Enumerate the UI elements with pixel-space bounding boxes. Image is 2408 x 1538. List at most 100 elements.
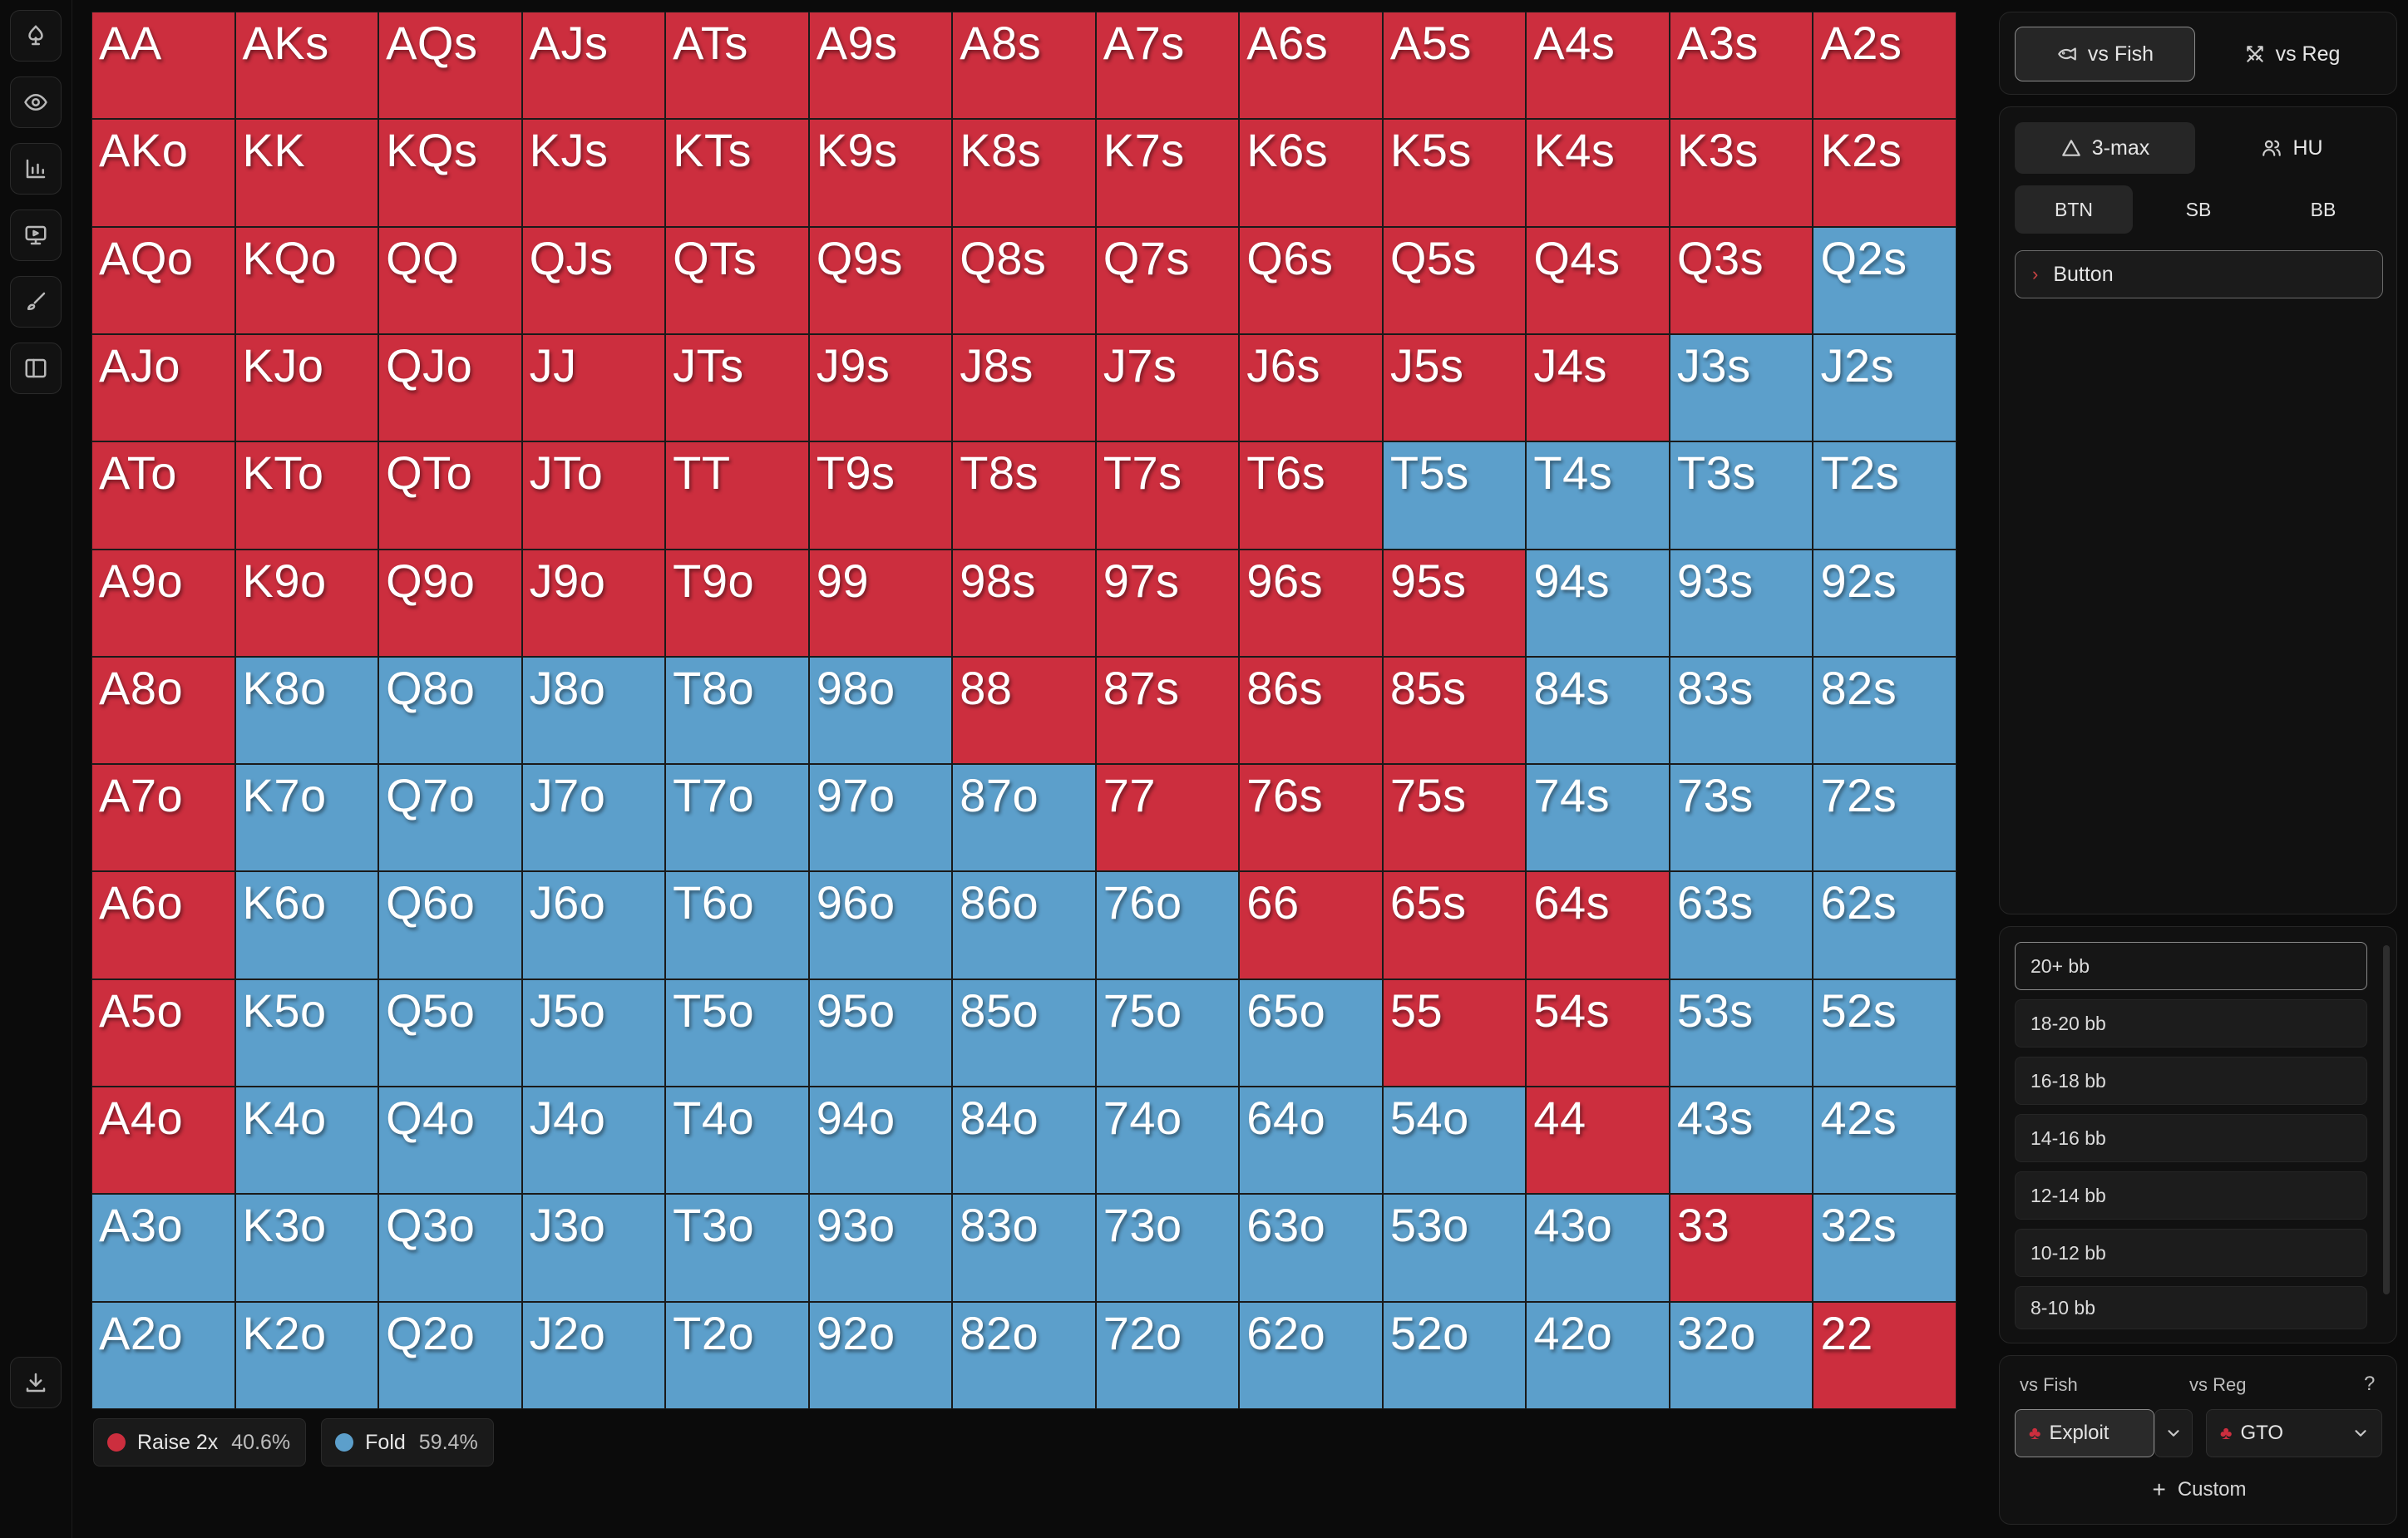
hand-cell-97s[interactable]: 97s (1095, 549, 1240, 657)
hand-cell-QTs[interactable]: QTs (665, 226, 809, 334)
hand-cell-KK[interactable]: KK (234, 119, 379, 227)
hand-cell-54o[interactable]: 54o (1382, 1087, 1527, 1195)
hand-cell-K2s[interactable]: K2s (1813, 119, 1956, 227)
hand-cell-K2o[interactable]: K2o (234, 1301, 379, 1409)
hand-cell-K7s[interactable]: K7s (1095, 119, 1240, 227)
hand-cell-95s[interactable]: 95s (1382, 549, 1527, 657)
hand-cell-J6s[interactable]: J6s (1239, 333, 1383, 442)
hand-cell-82s[interactable]: 82s (1813, 656, 1956, 765)
tab-vs-reg[interactable]: vs Reg (2202, 27, 2382, 81)
hand-cell-Q3o[interactable]: Q3o (378, 1194, 522, 1302)
split-view-button[interactable] (10, 343, 62, 394)
tab-3-max[interactable]: 3-max (2015, 122, 2195, 174)
hand-cell-K4s[interactable]: K4s (1526, 119, 1670, 227)
hand-cell-A6o[interactable]: A6o (91, 871, 235, 979)
hand-cell-87o[interactable]: 87o (952, 764, 1096, 872)
hand-cell-T8s[interactable]: T8s (952, 441, 1096, 550)
hand-cell-92o[interactable]: 92o (808, 1301, 953, 1409)
hand-cell-66[interactable]: 66 (1239, 871, 1383, 979)
hand-cell-K8o[interactable]: K8o (234, 656, 379, 765)
hand-cell-TT[interactable]: TT (665, 441, 809, 550)
hand-cell-85o[interactable]: 85o (952, 979, 1096, 1087)
hand-cell-Q8o[interactable]: Q8o (378, 656, 522, 765)
hand-cell-62o[interactable]: 62o (1239, 1301, 1383, 1409)
hand-cell-76o[interactable]: 76o (1095, 871, 1240, 979)
hand-cell-Q9s[interactable]: Q9s (808, 226, 953, 334)
hand-cell-K5o[interactable]: K5o (234, 979, 379, 1087)
custom-strategy-button[interactable]: + Custom (2124, 1469, 2274, 1511)
hand-cell-32o[interactable]: 32o (1669, 1301, 1813, 1409)
hand-cell-Q2o[interactable]: Q2o (378, 1301, 522, 1409)
hand-cell-KJo[interactable]: KJo (234, 333, 379, 442)
hand-cell-93s[interactable]: 93s (1669, 549, 1813, 657)
hand-cell-QJs[interactable]: QJs (521, 226, 666, 334)
hand-cell-A4o[interactable]: A4o (91, 1087, 235, 1195)
hand-cell-65o[interactable]: 65o (1239, 979, 1383, 1087)
hand-cell-A9o[interactable]: A9o (91, 549, 235, 657)
hand-cell-Q3s[interactable]: Q3s (1669, 226, 1813, 334)
paint-button[interactable] (10, 276, 62, 328)
trainer-button[interactable] (10, 210, 62, 261)
stack-option[interactable]: 10-12 bb (2015, 1229, 2367, 1277)
hand-cell-KQo[interactable]: KQo (234, 226, 379, 334)
hand-cell-83s[interactable]: 83s (1669, 656, 1813, 765)
hand-cell-K6s[interactable]: K6s (1239, 119, 1383, 227)
hand-cell-96o[interactable]: 96o (808, 871, 953, 979)
hand-cell-33[interactable]: 33 (1669, 1194, 1813, 1302)
logo-button[interactable] (10, 10, 62, 62)
hand-cell-T5o[interactable]: T5o (665, 979, 809, 1087)
hand-cell-88[interactable]: 88 (952, 656, 1096, 765)
hand-cell-J9o[interactable]: J9o (521, 549, 666, 657)
hand-cell-A4s[interactable]: A4s (1526, 12, 1670, 120)
hand-cell-Q4s[interactable]: Q4s (1526, 226, 1670, 334)
hand-cell-T5s[interactable]: T5s (1382, 441, 1527, 550)
hand-cell-96s[interactable]: 96s (1239, 549, 1383, 657)
stack-option[interactable]: 20+ bb (2015, 942, 2367, 990)
fish-strategy-dropdown-toggle[interactable] (2154, 1409, 2193, 1457)
hand-cell-A6s[interactable]: A6s (1239, 12, 1383, 120)
hand-cell-32s[interactable]: 32s (1813, 1194, 1956, 1302)
hand-cell-AQs[interactable]: AQs (378, 12, 522, 120)
hand-cell-A7s[interactable]: A7s (1095, 12, 1240, 120)
hand-cell-93o[interactable]: 93o (808, 1194, 953, 1302)
hand-cell-K8s[interactable]: K8s (952, 119, 1096, 227)
hand-cell-44[interactable]: 44 (1526, 1087, 1670, 1195)
hand-cell-T7s[interactable]: T7s (1095, 441, 1240, 550)
hand-cell-K7o[interactable]: K7o (234, 764, 379, 872)
hand-cell-Q4o[interactable]: Q4o (378, 1087, 522, 1195)
hand-cell-74s[interactable]: 74s (1526, 764, 1670, 872)
hand-cell-72o[interactable]: 72o (1095, 1301, 1240, 1409)
hand-cell-53o[interactable]: 53o (1382, 1194, 1527, 1302)
hand-cell-J4o[interactable]: J4o (521, 1087, 666, 1195)
hand-cell-AA[interactable]: AA (91, 12, 235, 120)
hand-cell-K9s[interactable]: K9s (808, 119, 953, 227)
hand-cell-Q7o[interactable]: Q7o (378, 764, 522, 872)
hand-cell-ATo[interactable]: ATo (91, 441, 235, 550)
hand-cell-43o[interactable]: 43o (1526, 1194, 1670, 1302)
hand-cell-QJo[interactable]: QJo (378, 333, 522, 442)
hand-cell-KQs[interactable]: KQs (378, 119, 522, 227)
tab-sb[interactable]: SB (2139, 185, 2258, 234)
hand-cell-84o[interactable]: 84o (952, 1087, 1096, 1195)
hand-cell-QQ[interactable]: QQ (378, 226, 522, 334)
hand-cell-94s[interactable]: 94s (1526, 549, 1670, 657)
hand-cell-83o[interactable]: 83o (952, 1194, 1096, 1302)
hand-cell-T9o[interactable]: T9o (665, 549, 809, 657)
hand-cell-A7o[interactable]: A7o (91, 764, 235, 872)
tree-node-button[interactable]: › Button (2015, 250, 2383, 298)
hand-cell-A3o[interactable]: A3o (91, 1194, 235, 1302)
hand-cell-62s[interactable]: 62s (1813, 871, 1956, 979)
stack-option[interactable]: 8-10 bb (2015, 1286, 2367, 1329)
fish-strategy-select[interactable]: ♣ Exploit (2015, 1409, 2154, 1457)
hand-cell-A9s[interactable]: A9s (808, 12, 953, 120)
hand-cell-87s[interactable]: 87s (1095, 656, 1240, 765)
hand-cell-64s[interactable]: 64s (1526, 871, 1670, 979)
hand-cell-T8o[interactable]: T8o (665, 656, 809, 765)
hand-cell-A2s[interactable]: A2s (1813, 12, 1956, 120)
hand-cell-22[interactable]: 22 (1813, 1301, 1956, 1409)
hand-cell-55[interactable]: 55 (1382, 979, 1527, 1087)
hand-cell-63s[interactable]: 63s (1669, 871, 1813, 979)
hand-cell-J3o[interactable]: J3o (521, 1194, 666, 1302)
hand-cell-99[interactable]: 99 (808, 549, 953, 657)
hand-cell-54s[interactable]: 54s (1526, 979, 1670, 1087)
